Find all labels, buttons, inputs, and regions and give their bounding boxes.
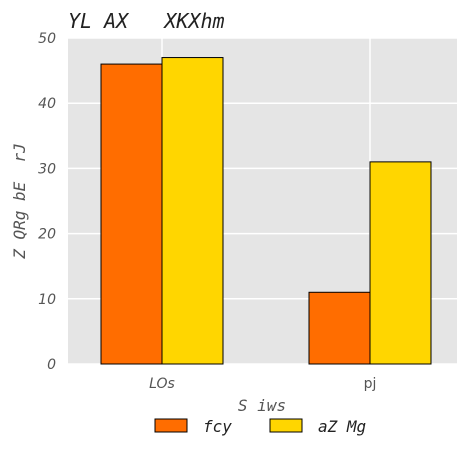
y-tick-label: 10 [38,292,56,308]
x-tick-labels: LOs pj [149,376,376,392]
legend-swatch [154,418,188,433]
legend: fcy aZ Mg [154,417,366,436]
bars [100,57,432,365]
x-tick-label: LOs [149,376,175,392]
legend-label: fcy [203,417,232,436]
bar-LOs-aZ-Mg [161,57,224,365]
bar-pj-fcy [308,291,371,365]
y-tick-label: 50 [38,31,56,47]
x-tick-label: pj [364,376,377,392]
y-tick-label: 30 [38,161,56,177]
legend-swatch [269,418,303,433]
y-tick-labels: 0 10 20 30 40 50 [38,31,56,373]
y-axis-label: Z QRg bE rJ [10,143,29,260]
bar-pj-aZ-Mg [369,161,432,365]
bar-LOs-fcy [100,63,163,365]
x-axis-label: S iws [238,396,286,415]
legend-label: aZ Mg [318,417,366,436]
y-tick-label: 20 [38,227,56,243]
y-tick-label: 40 [38,96,56,112]
chart-title: YL AX XKXhm [68,9,225,33]
y-tick-label: 0 [47,357,56,373]
